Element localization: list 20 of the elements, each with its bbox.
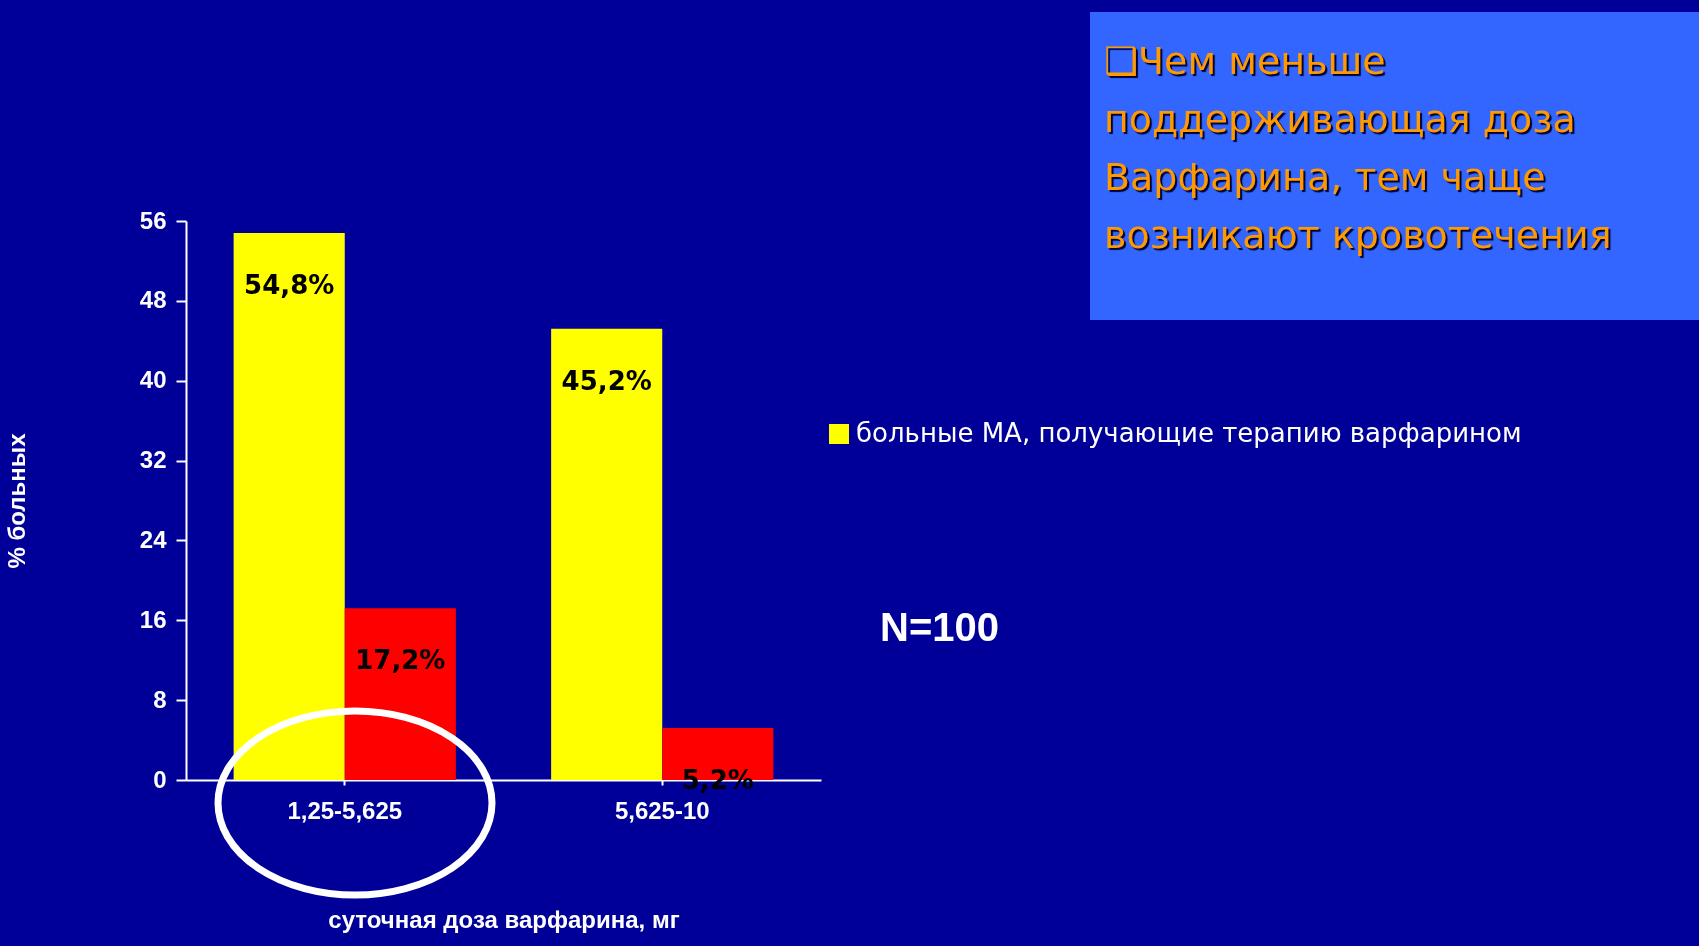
y-tick-label: 56 bbox=[139, 206, 167, 234]
y-axis-title: % больных bbox=[2, 432, 30, 569]
text: ❑Чем меньше поддерживающая доза Варфарина, тем чаще возникают кровотечения bbox=[1090, 12, 1699, 320]
data-label: 54,8% bbox=[244, 269, 335, 300]
y-tick-label: 40 bbox=[139, 366, 167, 394]
data-label: 17,2% bbox=[355, 645, 446, 676]
bar bbox=[551, 328, 663, 780]
x-tick-label: 1,25-5,625 bbox=[287, 796, 403, 824]
y-tick-label: 24 bbox=[139, 525, 168, 553]
text: N=100 bbox=[880, 605, 999, 650]
data-label: 45,2% bbox=[561, 365, 652, 396]
y-tick-label: 32 bbox=[139, 446, 167, 474]
y-tick-label: 16 bbox=[139, 605, 167, 633]
legend-label: больные МА, получающие терапию варфарином bbox=[856, 418, 1522, 448]
y-tick-label: 48 bbox=[139, 286, 167, 314]
x-axis-title: суточная доза варфарина, мг bbox=[328, 905, 680, 933]
y-tick-label: 8 bbox=[153, 685, 167, 713]
y-tick-label: 0 bbox=[153, 765, 167, 793]
x-tick-label: 5,625-10 bbox=[614, 796, 710, 824]
data-label: 5,2% bbox=[681, 765, 754, 796]
